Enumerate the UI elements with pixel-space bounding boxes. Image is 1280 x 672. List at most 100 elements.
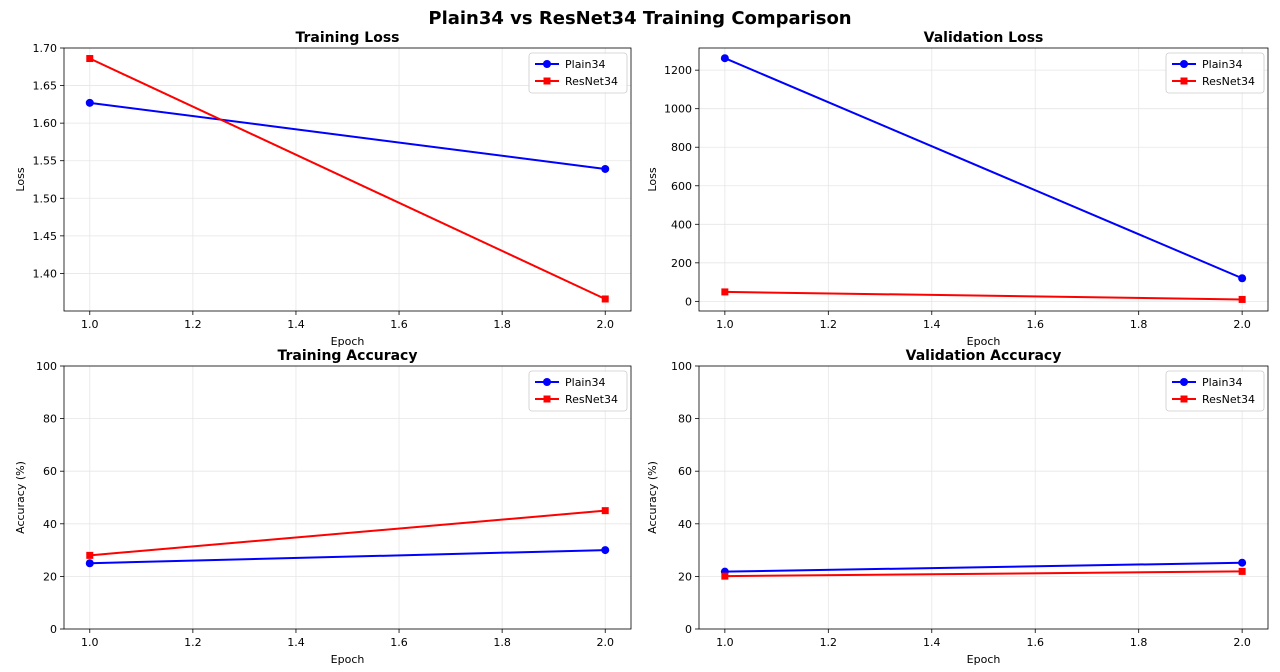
y-tick-label: 1.50 [33, 192, 58, 205]
x-tick-label: 2.0 [596, 318, 614, 331]
data-point-plain34 [601, 164, 610, 173]
y-tick-label: 1.60 [33, 117, 58, 130]
legend-marker [543, 378, 551, 386]
x-axis-label: Epoch [967, 653, 1001, 666]
y-tick-label: 20 [678, 570, 692, 583]
data-point-plain34 [1238, 274, 1247, 283]
series-line-plain34 [89, 101, 606, 170]
data-point-resnet34 [1238, 295, 1246, 303]
legend-label: ResNet34 [565, 393, 618, 406]
plot-frame [63, 47, 632, 312]
x-axis-label: Epoch [331, 335, 365, 348]
legend-label: ResNet34 [565, 75, 618, 88]
x-tick-label: 1.8 [1130, 318, 1148, 331]
y-tick-label: 200 [671, 257, 692, 270]
data-point-plain34 [720, 54, 729, 63]
legend: Plain34 ResNet34 [1165, 52, 1265, 94]
legend-label: Plain34 [1202, 58, 1242, 71]
y-tick-label: 100 [671, 360, 692, 373]
y-tick-label: 0 [685, 295, 692, 308]
data-point-resnet34 [721, 288, 729, 296]
x-tick-label: 1.8 [1130, 636, 1148, 649]
x-tick-label: 1.2 [820, 636, 838, 649]
x-tick-label: 1.4 [923, 318, 941, 331]
x-tick-label: 1.0 [81, 318, 99, 331]
chart-title: Training Accuracy [278, 348, 418, 364]
x-tick-label: 1.0 [716, 636, 734, 649]
chart-title: Validation Accuracy [906, 348, 1062, 364]
plot-frame [698, 365, 1269, 630]
y-tick-label: 100 [36, 360, 57, 373]
y-tick-label: 80 [678, 413, 692, 426]
legend-marker [543, 60, 551, 68]
y-tick-label: 60 [678, 465, 692, 478]
legend-label: Plain34 [1202, 376, 1242, 389]
x-tick-label: 1.4 [287, 636, 305, 649]
data-point-resnet34 [1238, 567, 1246, 575]
legend-label: ResNet34 [1202, 75, 1255, 88]
y-axis-label: Loss [14, 167, 27, 191]
x-tick-label: 1.4 [287, 318, 305, 331]
legend-label: Plain34 [565, 58, 605, 71]
y-tick-label: 80 [43, 413, 57, 426]
data-point-resnet34 [601, 507, 609, 515]
data-point-plain34 [85, 559, 94, 568]
legend-marker [1180, 60, 1188, 68]
y-tick-label: 40 [678, 518, 692, 531]
x-tick-label: 1.2 [184, 636, 202, 649]
series-line-resnet34 [724, 570, 1243, 578]
chart-panel-1: 1.40 1.45 1.50 1.55 1.60 1.65 1.70 1.0 1.2 1.4 1.6… [14, 30, 632, 348]
legend-marker [1180, 395, 1188, 403]
series-line-plain34 [724, 57, 1243, 280]
y-tick-label: 1200 [664, 64, 692, 77]
y-tick-label: 0 [50, 623, 57, 636]
plot-frame [63, 365, 632, 630]
y-tick-label: 1.55 [33, 155, 58, 168]
chart-panel-3: 0 20 40 60 80 100 1.0 1.2 1.4 1.6 1.8 2.0 Training A… [14, 348, 632, 666]
y-tick-label: 1.70 [33, 42, 58, 55]
legend: Plain34 ResNet34 [528, 370, 628, 412]
data-point-plain34 [85, 98, 94, 107]
series-line-plain34 [724, 561, 1243, 573]
data-point-resnet34 [721, 572, 729, 580]
legend-marker [1180, 378, 1188, 386]
x-tick-label: 2.0 [1233, 636, 1251, 649]
plot-frame [698, 47, 1269, 312]
y-tick-label: 1000 [664, 103, 692, 116]
x-tick-label: 1.6 [1026, 636, 1044, 649]
data-point-resnet34 [601, 295, 609, 303]
y-tick-label: 0 [685, 623, 692, 636]
x-axis-label: Epoch [331, 653, 365, 666]
x-tick-label: 1.8 [493, 318, 511, 331]
x-axis-label: Epoch [967, 335, 1001, 348]
x-tick-label: 1.8 [493, 636, 511, 649]
chart-title: Validation Loss [924, 30, 1044, 46]
y-axis-label: Accuracy (%) [14, 461, 27, 534]
data-point-resnet34 [86, 55, 94, 63]
figure-title: Plain34 vs ResNet34 Training Comparison [428, 8, 852, 29]
chart-panel-2: 0 200 400 600 800 1000 1200 1.0 1.2 1.4 1.6 1.8 2.0 V… [646, 30, 1269, 348]
x-tick-label: 2.0 [1233, 318, 1251, 331]
y-tick-label: 400 [671, 218, 692, 231]
y-axis-label: Accuracy (%) [646, 461, 659, 534]
legend-label: Plain34 [565, 376, 605, 389]
x-tick-label: 1.6 [1026, 318, 1044, 331]
y-tick-label: 1.40 [33, 267, 58, 280]
x-tick-label: 1.6 [390, 636, 408, 649]
data-point-plain34 [601, 546, 610, 555]
y-tick-label: 20 [43, 570, 57, 583]
chart-title: Training Loss [296, 30, 400, 46]
legend-marker [543, 395, 551, 403]
series-line-resnet34 [89, 57, 606, 300]
data-point-plain34 [1238, 558, 1247, 567]
y-tick-label: 800 [671, 141, 692, 154]
series-line-resnet34 [724, 290, 1243, 301]
y-tick-label: 600 [671, 180, 692, 193]
x-tick-label: 1.0 [81, 636, 99, 649]
y-tick-label: 1.45 [33, 230, 58, 243]
series-line-plain34 [89, 549, 606, 565]
x-tick-label: 1.2 [820, 318, 838, 331]
legend: Plain34 ResNet34 [1165, 370, 1265, 412]
chart-panel-4: 0 20 40 60 80 100 1.0 1.2 1.4 1.6 1.8 2.0 Validation… [646, 348, 1269, 666]
